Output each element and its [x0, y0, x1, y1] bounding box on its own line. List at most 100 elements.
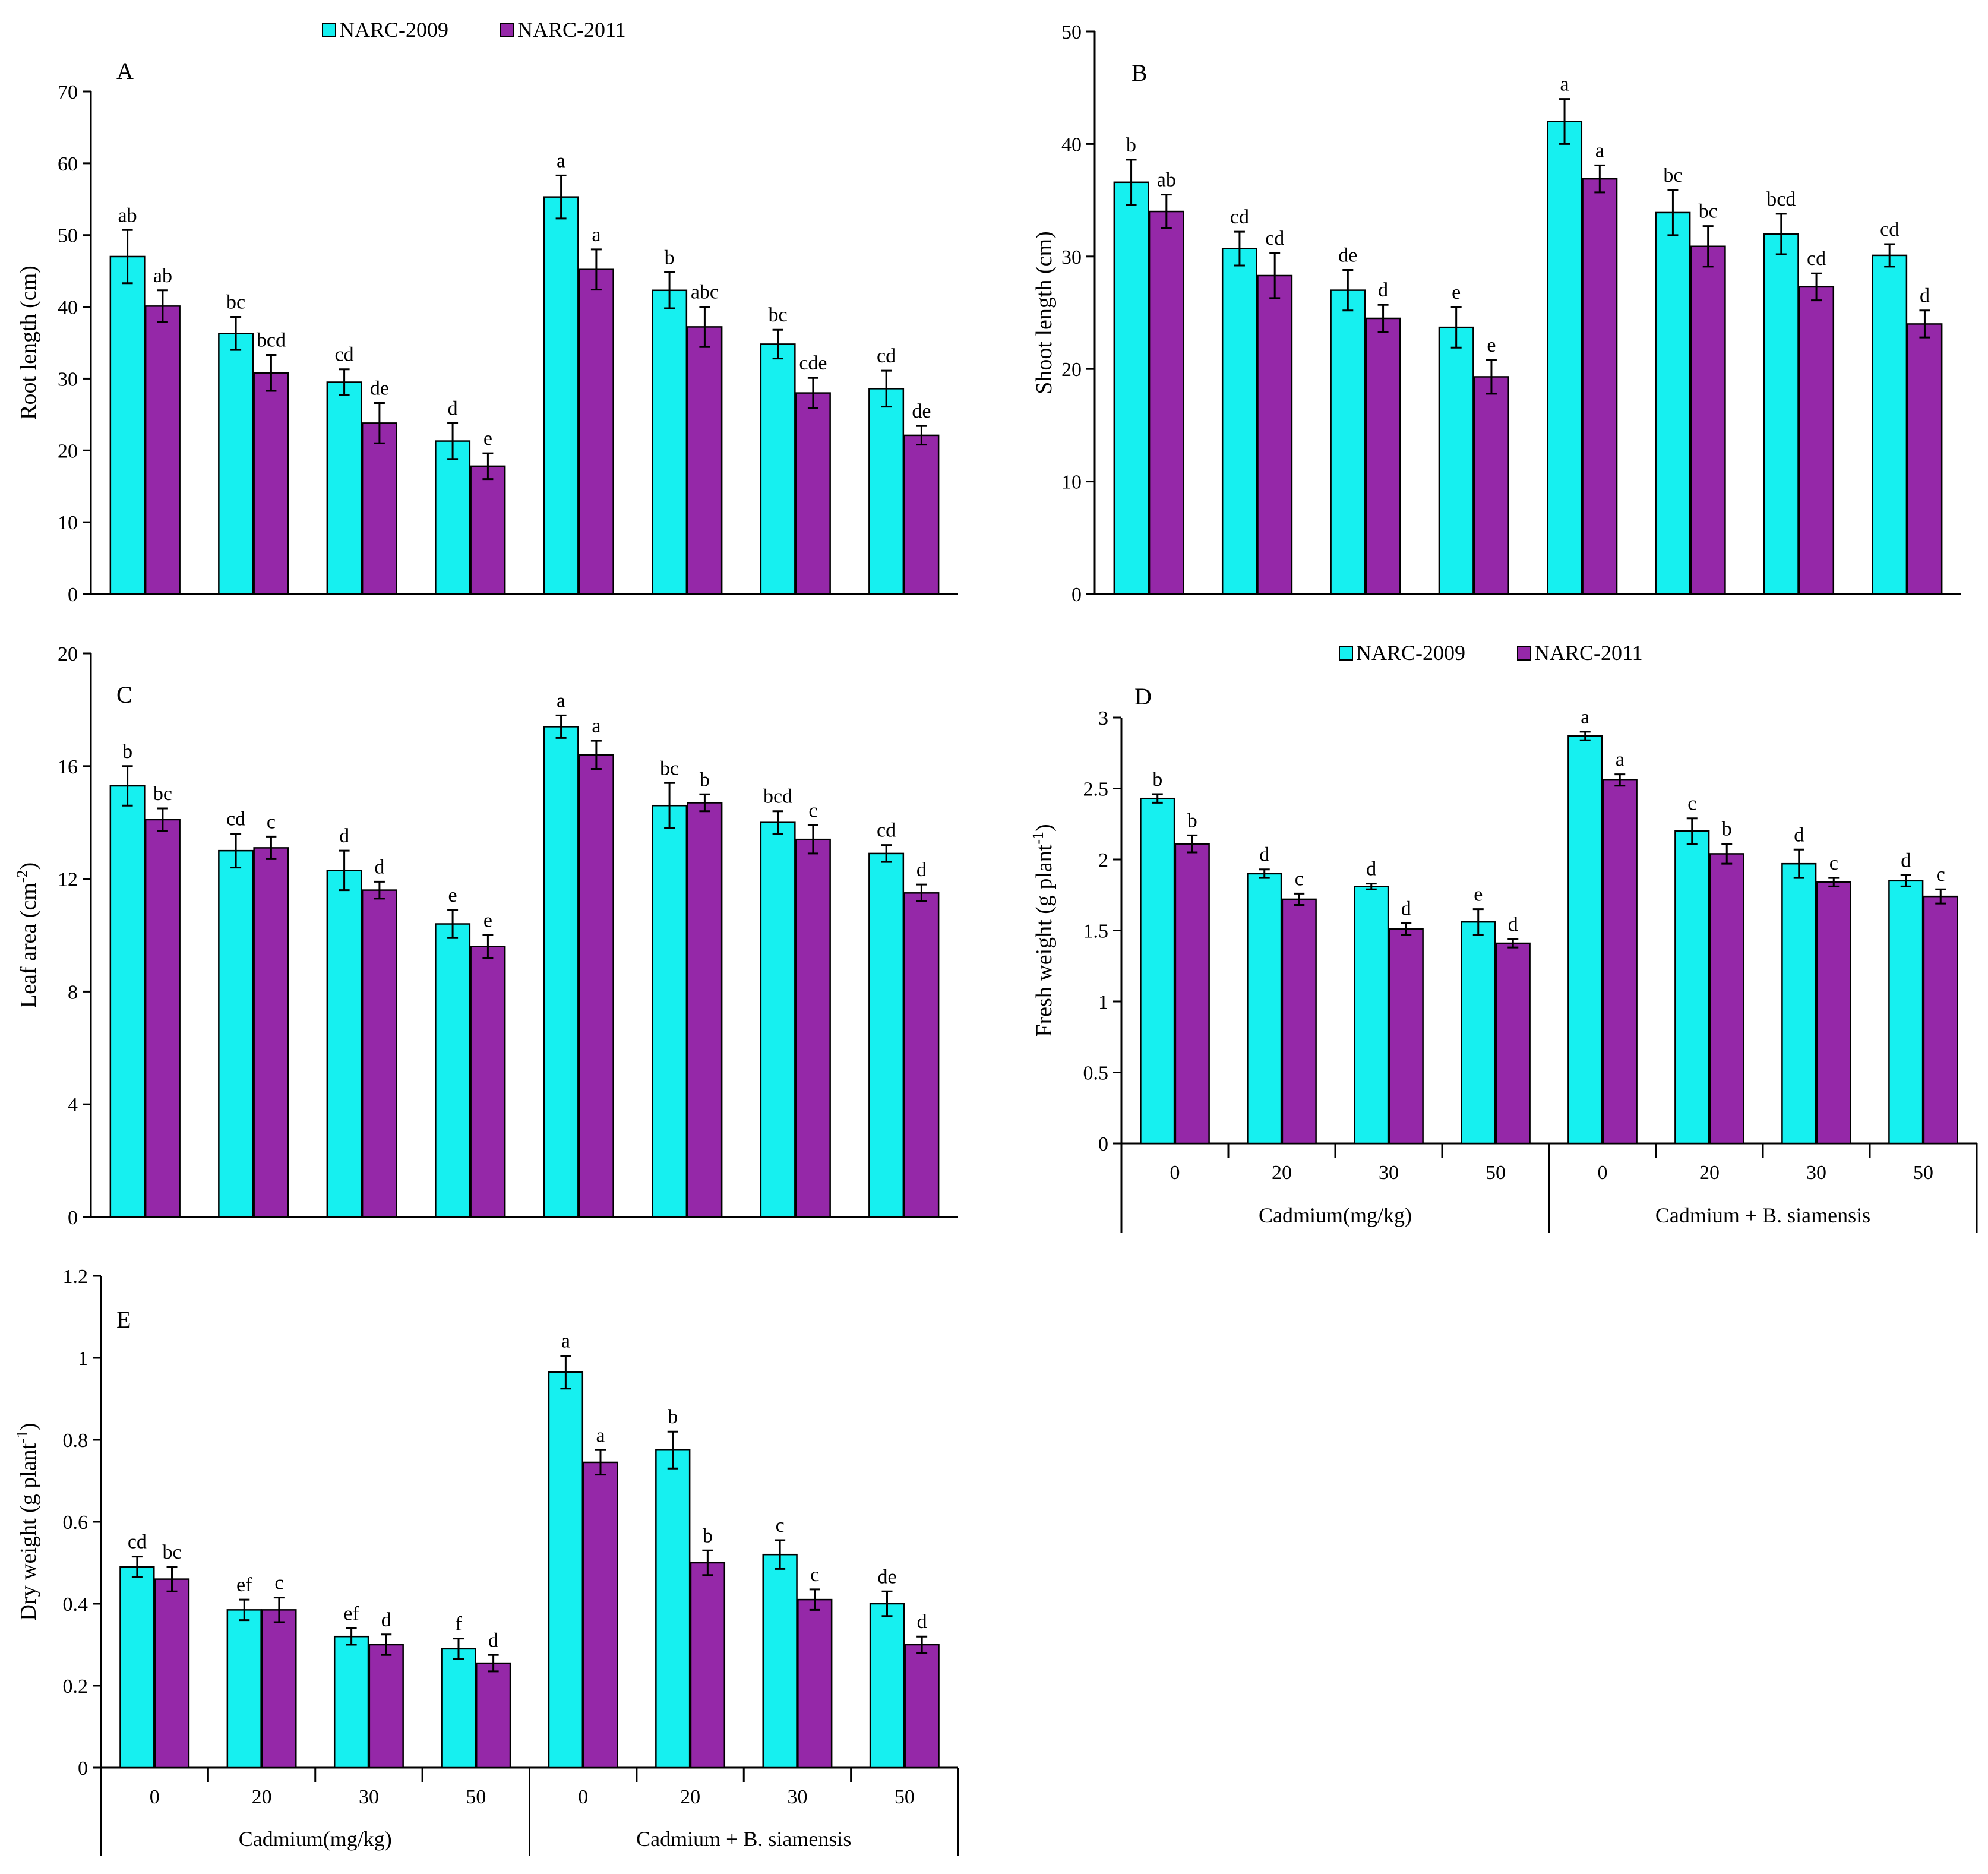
y-tick-label: 50 [1061, 21, 1082, 43]
significance-letter: c [1936, 864, 1945, 886]
y-tick-label: 0 [68, 584, 78, 606]
significance-letter: c [808, 799, 817, 821]
x-category-label: 20 [1699, 1162, 1720, 1184]
x-category-label: 0 [1170, 1162, 1180, 1184]
x-category-label: 50 [466, 1786, 486, 1808]
bar-narc-2009 [1113, 181, 1149, 595]
x-category-label: 0 [578, 1786, 588, 1808]
bar-narc-2009 [326, 381, 362, 595]
bar-narc-2011 [795, 838, 831, 1218]
bar-narc-2011 [470, 465, 506, 595]
bar-narc-2011 [1495, 942, 1531, 1145]
y-axis-title: Dry weight (g plant-1) [14, 1423, 42, 1621]
bar-narc-2011 [368, 1644, 404, 1769]
significance-letter: c [1829, 852, 1838, 874]
significance-letter: bc [769, 304, 788, 326]
significance-letter: a [557, 690, 565, 712]
y-tick-label: 60 [58, 153, 78, 175]
bar-narc-2011 [1923, 895, 1958, 1145]
bar-narc-2009 [218, 333, 254, 595]
bar-narc-2009 [1461, 921, 1496, 1145]
significance-letter: bc [660, 757, 679, 779]
significance-letter: bcd [1766, 188, 1796, 210]
significance-letter: b [1187, 810, 1197, 832]
y-tick-label: 0.5 [1083, 1063, 1109, 1085]
significance-letter: d [339, 825, 349, 847]
significance-letter: d [381, 1609, 391, 1631]
significance-letter: a [1581, 706, 1589, 728]
y-tick-label: 10 [58, 512, 78, 534]
bar-narc-2009 [1888, 880, 1924, 1145]
y-tick-label: 0.2 [63, 1676, 89, 1698]
y-axis-title-tail: ) [1032, 824, 1057, 832]
bar-narc-2009 [1354, 886, 1389, 1145]
y-tick-label: 2.5 [1083, 779, 1109, 801]
significance-letter: c [810, 1564, 819, 1586]
significance-letter: d [1378, 279, 1388, 301]
bar-narc-2009 [652, 804, 688, 1218]
significance-letter: ef [343, 1603, 359, 1625]
bar-narc-2011 [1473, 376, 1509, 595]
panel-label: A [116, 58, 134, 84]
legend-swatch [500, 23, 514, 37]
y-tick-label: 0 [1098, 1133, 1108, 1155]
significance-letter: d [1794, 824, 1804, 846]
x-category-label: 20 [680, 1786, 700, 1808]
bar-narc-2011 [903, 434, 940, 595]
legend: NARC-2009 NARC-2011 [1339, 641, 1643, 665]
significance-letter: d [448, 397, 458, 419]
bar-narc-2009 [226, 1609, 262, 1769]
bar-narc-2009 [868, 852, 905, 1218]
panel-label: D [1134, 683, 1152, 710]
y-tick-label: 1 [1098, 991, 1108, 1013]
bar-narc-2009 [1547, 121, 1583, 595]
significance-letter: cd [1807, 248, 1826, 270]
bar-narc-2011 [583, 1461, 618, 1769]
bar-narc-2011 [1602, 779, 1638, 1145]
bar-narc-2011 [470, 946, 506, 1218]
bar-narc-2009 [1247, 873, 1282, 1145]
bar-narc-2011 [1582, 178, 1618, 595]
bar-narc-2011 [578, 268, 614, 595]
significance-letter: b [1152, 769, 1162, 791]
x-group-label: Cadmium + B. siamensis [636, 1827, 851, 1851]
y-axis-title-superscript: -1 [1029, 832, 1047, 845]
significance-letter: bc [1663, 165, 1682, 187]
legend-swatch [322, 23, 336, 37]
y-tick-label: 1 [78, 1348, 88, 1370]
legend: NARC-2009 NARC-2011 [322, 18, 626, 42]
significance-letter: b [1126, 134, 1136, 156]
significance-letter: b [703, 1525, 713, 1547]
bar-narc-2009 [1438, 326, 1474, 595]
bar-narc-2011 [144, 305, 181, 595]
bar-narc-2009 [655, 1449, 691, 1769]
bar-narc-2009 [1221, 248, 1257, 595]
significance-letter: de [912, 400, 931, 422]
bar-narc-2011 [261, 1609, 297, 1769]
bar-narc-2011 [687, 326, 723, 595]
y-tick-label: 70 [58, 81, 78, 103]
significance-letter: de [877, 1566, 896, 1588]
significance-letter: bc [162, 1541, 181, 1563]
legend-label: NARC-2009 [1356, 641, 1465, 665]
significance-letter: c [776, 1515, 785, 1537]
bar-narc-2011 [797, 1598, 833, 1769]
significance-letter: cd [1230, 206, 1249, 228]
x-category-label: 30 [787, 1786, 807, 1808]
significance-letter: a [1560, 74, 1569, 96]
bar-narc-2009 [435, 440, 471, 595]
y-tick-label: 3 [1098, 707, 1108, 729]
bar-narc-2009 [869, 1603, 905, 1769]
significance-letter: d [1366, 858, 1376, 880]
bar-narc-2011 [904, 1644, 940, 1769]
x-category-label: 50 [1913, 1162, 1933, 1184]
significance-letter: d [1508, 914, 1518, 936]
bar-narc-2011 [903, 892, 940, 1218]
y-tick-label: 0 [68, 1207, 78, 1229]
significance-letter: a [592, 224, 600, 246]
bar-narc-2011 [1690, 245, 1726, 595]
bar-narc-2009 [652, 289, 688, 595]
